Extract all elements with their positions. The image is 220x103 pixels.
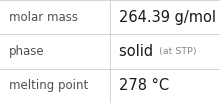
Text: melting point: melting point xyxy=(9,79,88,92)
Text: phase: phase xyxy=(9,45,44,58)
Text: (at STP): (at STP) xyxy=(159,47,197,56)
Text: molar mass: molar mass xyxy=(9,11,78,24)
Text: 278 °C: 278 °C xyxy=(119,78,169,93)
Text: solid: solid xyxy=(119,44,162,59)
Text: 264.39 g/mol: 264.39 g/mol xyxy=(119,10,216,25)
